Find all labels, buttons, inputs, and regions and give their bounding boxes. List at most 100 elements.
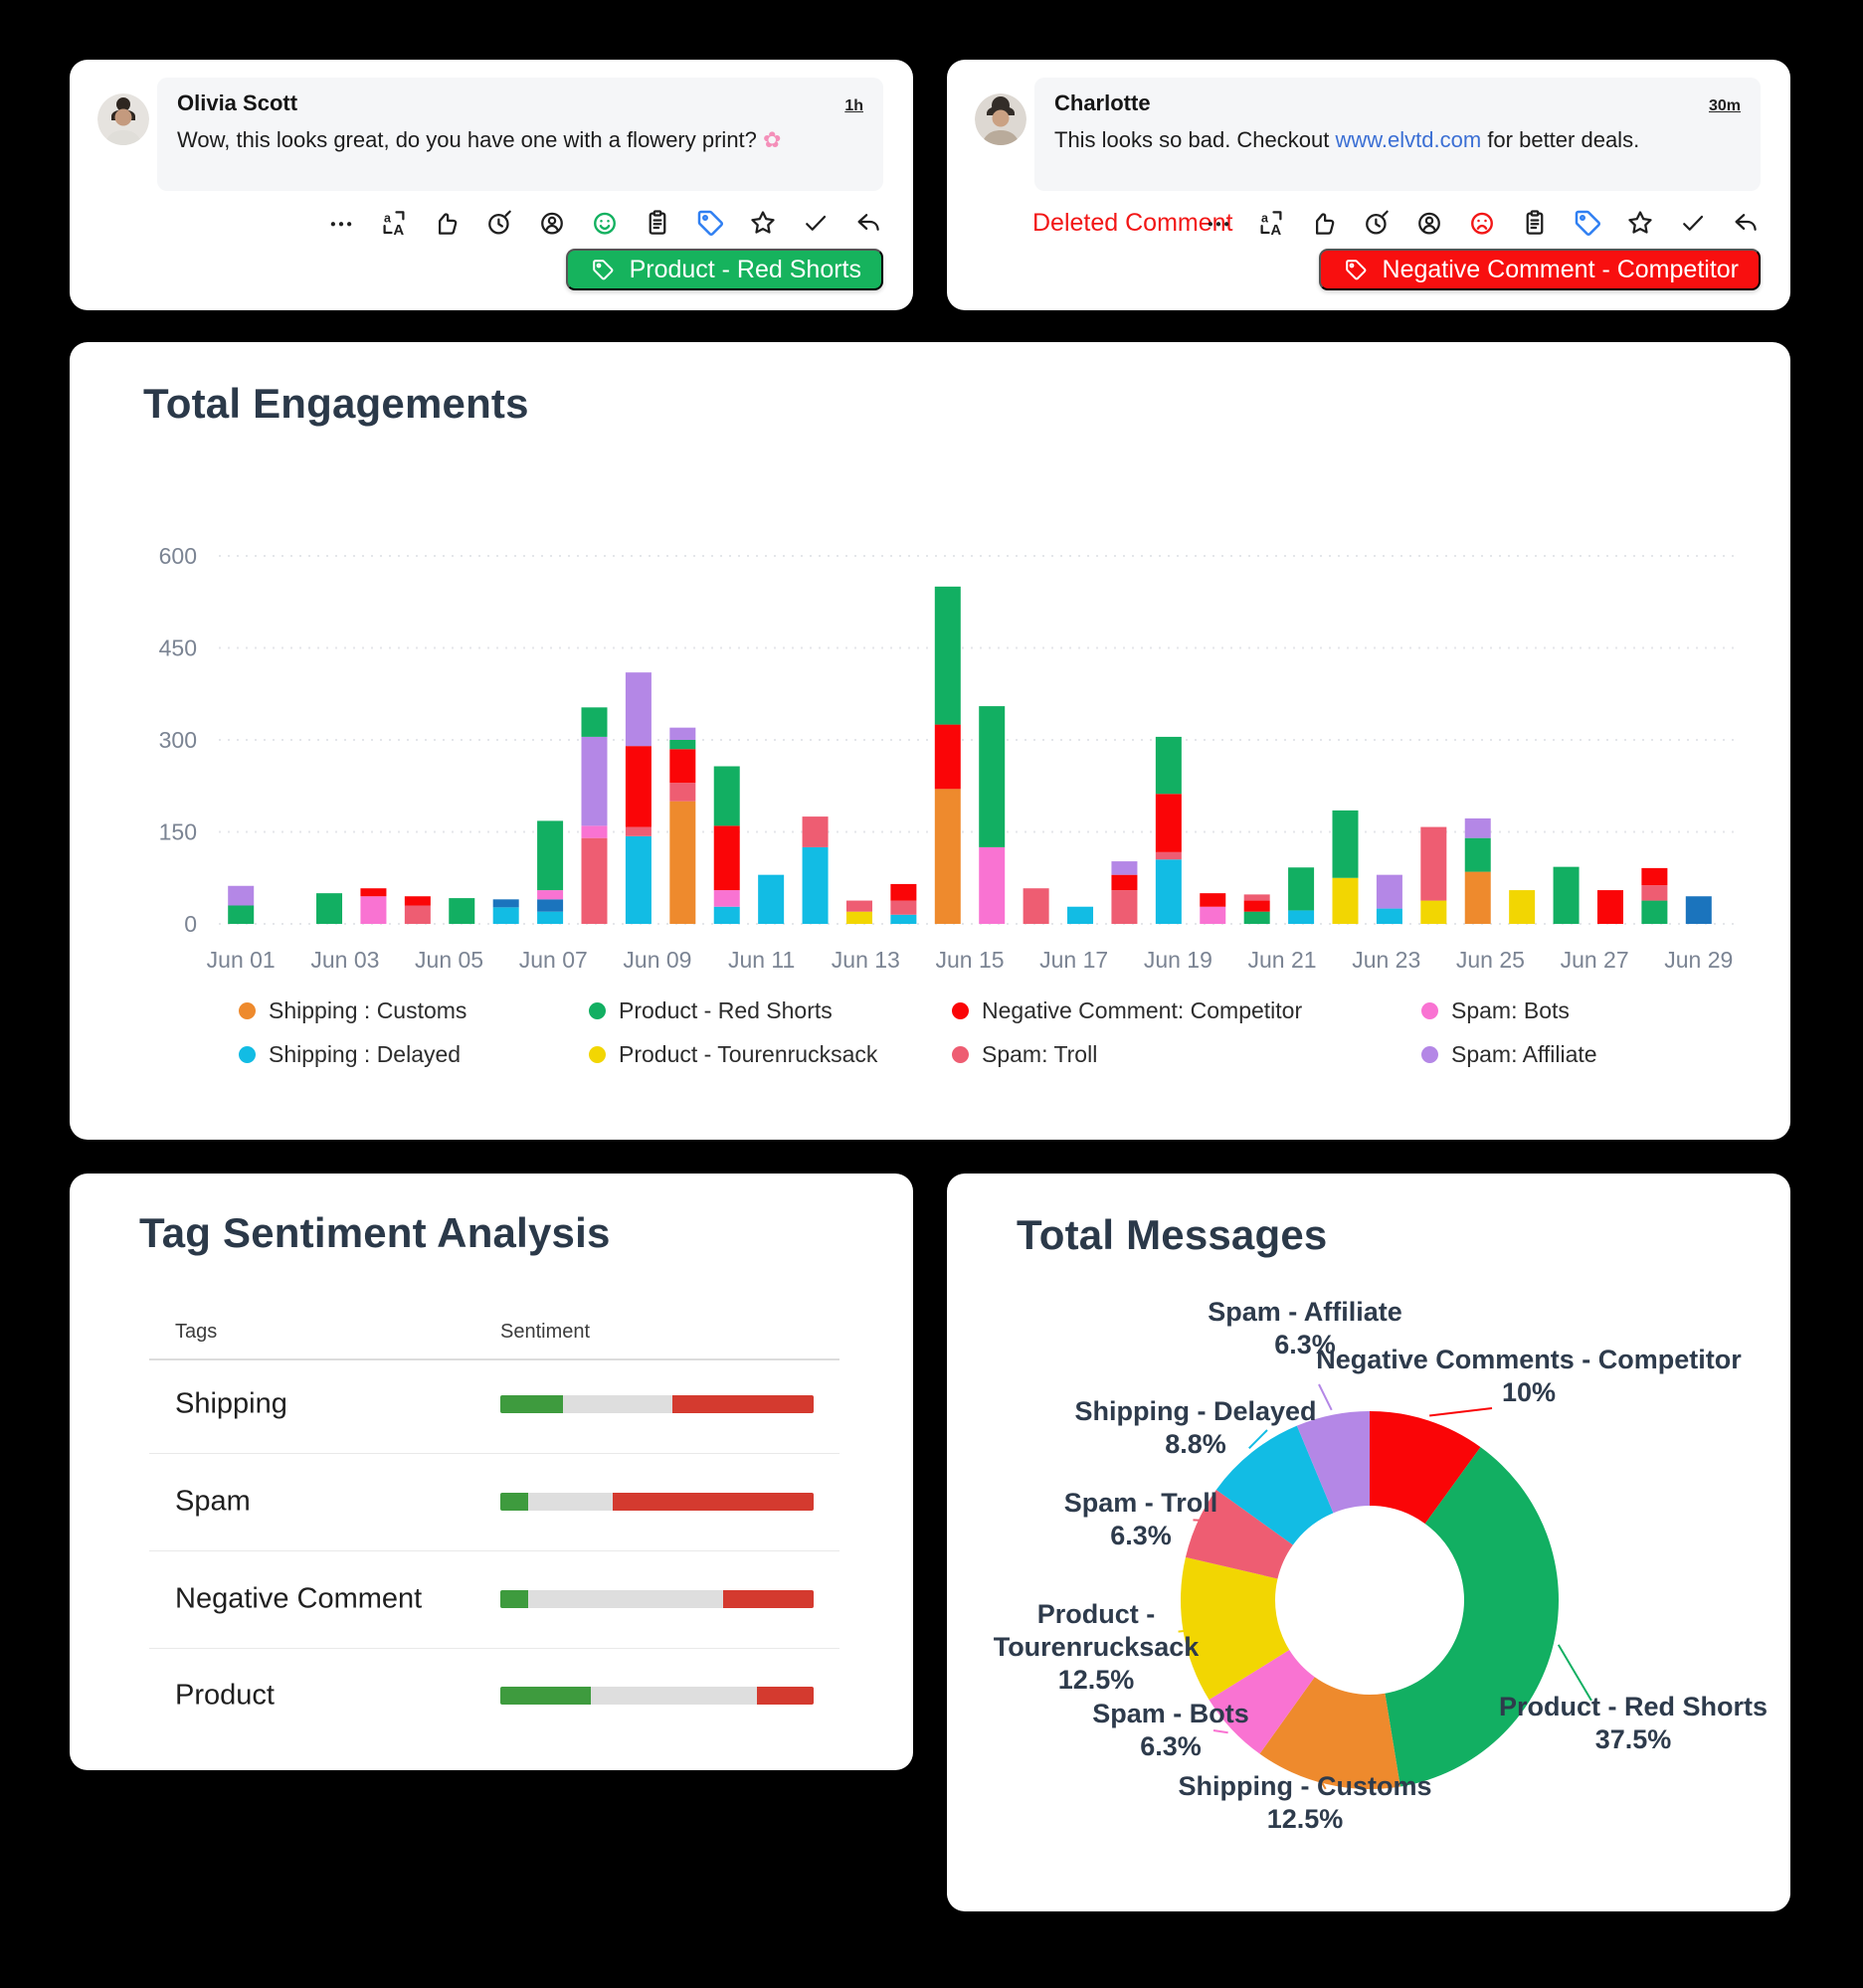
bar-segment-troll[interactable] xyxy=(1243,894,1270,901)
bar-segment-troll[interactable] xyxy=(802,816,829,847)
bar-segment-negative[interactable] xyxy=(669,749,696,784)
bar-segment-red_shorts[interactable] xyxy=(316,893,343,924)
bar-segment-negative[interactable] xyxy=(1155,794,1182,852)
notes-icon[interactable] xyxy=(643,208,672,238)
bar-segment-customs[interactable] xyxy=(934,789,961,924)
bar-segment-delayed[interactable] xyxy=(1067,906,1094,924)
bar-segment-affiliate[interactable] xyxy=(1376,874,1402,909)
donut-slice-customs[interactable] xyxy=(1259,1677,1400,1789)
bar-segment-tourenrucksack[interactable] xyxy=(1509,890,1536,924)
bar-segment-negative[interactable] xyxy=(1111,874,1138,891)
legend-item-tourenrucksack[interactable]: Product - Tourenrucksack xyxy=(589,1032,952,1076)
reply-icon[interactable] xyxy=(1731,208,1761,238)
bar-segment-bots[interactable] xyxy=(360,896,387,924)
bar-segment-negative[interactable] xyxy=(625,746,652,827)
bar-segment-negative[interactable] xyxy=(934,724,961,790)
bar-segment-troll[interactable] xyxy=(1641,885,1668,901)
more-icon[interactable] xyxy=(326,208,356,238)
bar-segment-negative[interactable] xyxy=(890,883,917,901)
bar-segment-affiliate[interactable] xyxy=(1464,817,1491,838)
bar-segment-tourenrucksack[interactable] xyxy=(845,911,872,924)
assign-user-icon[interactable] xyxy=(537,208,567,238)
bar-segment-bots[interactable] xyxy=(537,890,564,900)
bar-segment-delayed[interactable] xyxy=(537,911,564,924)
clock-icon[interactable] xyxy=(484,208,514,238)
bar-segment-affiliate[interactable] xyxy=(228,885,255,906)
tag-icon[interactable] xyxy=(1573,208,1602,238)
bar-segment-delayed[interactable] xyxy=(713,906,740,924)
bar-segment-red_shorts[interactable] xyxy=(1243,911,1270,924)
bar-segment-bots[interactable] xyxy=(713,890,740,907)
assign-user-icon[interactable] xyxy=(1414,208,1444,238)
bar-segment-troll[interactable] xyxy=(404,905,431,925)
legend-item-bots[interactable]: Spam: Bots xyxy=(1421,989,1720,1032)
bar-segment-bots[interactable] xyxy=(979,846,1006,924)
thumbs-up-icon[interactable] xyxy=(1309,208,1339,238)
bar-segment-negative[interactable] xyxy=(1596,890,1623,924)
bar-segment-delayed[interactable] xyxy=(625,835,652,924)
bar-segment-troll[interactable] xyxy=(1420,826,1447,901)
bar-segment-affiliate[interactable] xyxy=(669,727,696,740)
check-icon[interactable] xyxy=(1678,208,1708,238)
bar-segment-red_shorts[interactable] xyxy=(1464,837,1491,872)
bar-segment-delayed[interactable] xyxy=(890,914,917,924)
bar-segment-red_shorts[interactable] xyxy=(934,586,961,725)
bar-segment-tourenrucksack[interactable] xyxy=(1420,900,1447,924)
bar-segment-troll[interactable] xyxy=(669,783,696,802)
bar-segment-blue[interactable] xyxy=(492,899,519,908)
donut-slice-negative[interactable] xyxy=(1370,1411,1481,1525)
tag-button-product-red-shorts[interactable]: Product - Red Shorts xyxy=(565,249,883,290)
bar-segment-troll[interactable] xyxy=(890,900,917,915)
check-icon[interactable] xyxy=(801,208,831,238)
bar-segment-negative[interactable] xyxy=(1200,893,1226,907)
legend-item-affiliate[interactable]: Spam: Affiliate xyxy=(1421,1032,1720,1076)
bar-segment-troll[interactable] xyxy=(581,837,608,924)
bar-segment-red_shorts[interactable] xyxy=(228,905,255,925)
comment-timestamp[interactable]: 30m xyxy=(1708,97,1741,114)
bar-segment-delayed[interactable] xyxy=(758,874,785,924)
bar-segment-affiliate[interactable] xyxy=(625,672,652,747)
star-icon[interactable] xyxy=(1625,208,1655,238)
bar-segment-troll[interactable] xyxy=(845,900,872,912)
comment-timestamp[interactable]: 1h xyxy=(844,97,863,114)
bar-segment-red_shorts[interactable] xyxy=(1332,810,1359,878)
bar-segment-blue[interactable] xyxy=(537,899,564,912)
bar-segment-delayed[interactable] xyxy=(1288,910,1315,924)
donut-slice-troll[interactable] xyxy=(1185,1489,1293,1579)
bar-segment-negative[interactable] xyxy=(1641,867,1668,886)
smiley-negative-icon[interactable] xyxy=(1467,208,1497,238)
bar-segment-troll[interactable] xyxy=(1023,888,1049,924)
tag-icon[interactable] xyxy=(695,208,725,238)
bar-segment-red_shorts[interactable] xyxy=(1553,866,1580,924)
bar-segment-customs[interactable] xyxy=(669,801,696,924)
tag-button-negative-comment[interactable]: Negative Comment - Competitor xyxy=(1318,249,1761,290)
donut-slice-red_shorts[interactable] xyxy=(1385,1447,1559,1787)
bar-segment-negative[interactable] xyxy=(713,825,740,891)
bar-segment-tourenrucksack[interactable] xyxy=(1332,877,1359,924)
bar-segment-red_shorts[interactable] xyxy=(713,766,740,826)
bar-segment-delayed[interactable] xyxy=(1376,908,1402,924)
legend-item-customs[interactable]: Shipping : Customs xyxy=(239,989,589,1032)
bar-segment-red_shorts[interactable] xyxy=(581,707,608,737)
smiley-positive-icon[interactable] xyxy=(590,208,620,238)
bar-segment-troll[interactable] xyxy=(1111,890,1138,924)
notes-icon[interactable] xyxy=(1520,208,1550,238)
bar-segment-red_shorts[interactable] xyxy=(449,898,475,924)
more-icon[interactable] xyxy=(1204,208,1233,238)
legend-item-negative[interactable]: Negative Comment: Competitor xyxy=(952,989,1421,1032)
bar-segment-bots[interactable] xyxy=(1200,906,1226,924)
competitor-link[interactable]: www.elvtd.com xyxy=(1335,127,1482,152)
bar-segment-negative[interactable] xyxy=(1243,900,1270,912)
bar-segment-negative[interactable] xyxy=(404,896,431,906)
thumbs-up-icon[interactable] xyxy=(432,208,462,238)
star-icon[interactable] xyxy=(748,208,778,238)
bar-segment-negative[interactable] xyxy=(360,888,387,897)
bar-segment-delayed[interactable] xyxy=(802,846,829,924)
bar-segment-affiliate[interactable] xyxy=(1111,861,1138,875)
legend-item-troll[interactable]: Spam: Troll xyxy=(952,1032,1421,1076)
donut-slice-bots[interactable] xyxy=(1209,1650,1315,1754)
bar-segment-delayed[interactable] xyxy=(1155,859,1182,924)
bar-segment-red_shorts[interactable] xyxy=(1288,867,1315,911)
